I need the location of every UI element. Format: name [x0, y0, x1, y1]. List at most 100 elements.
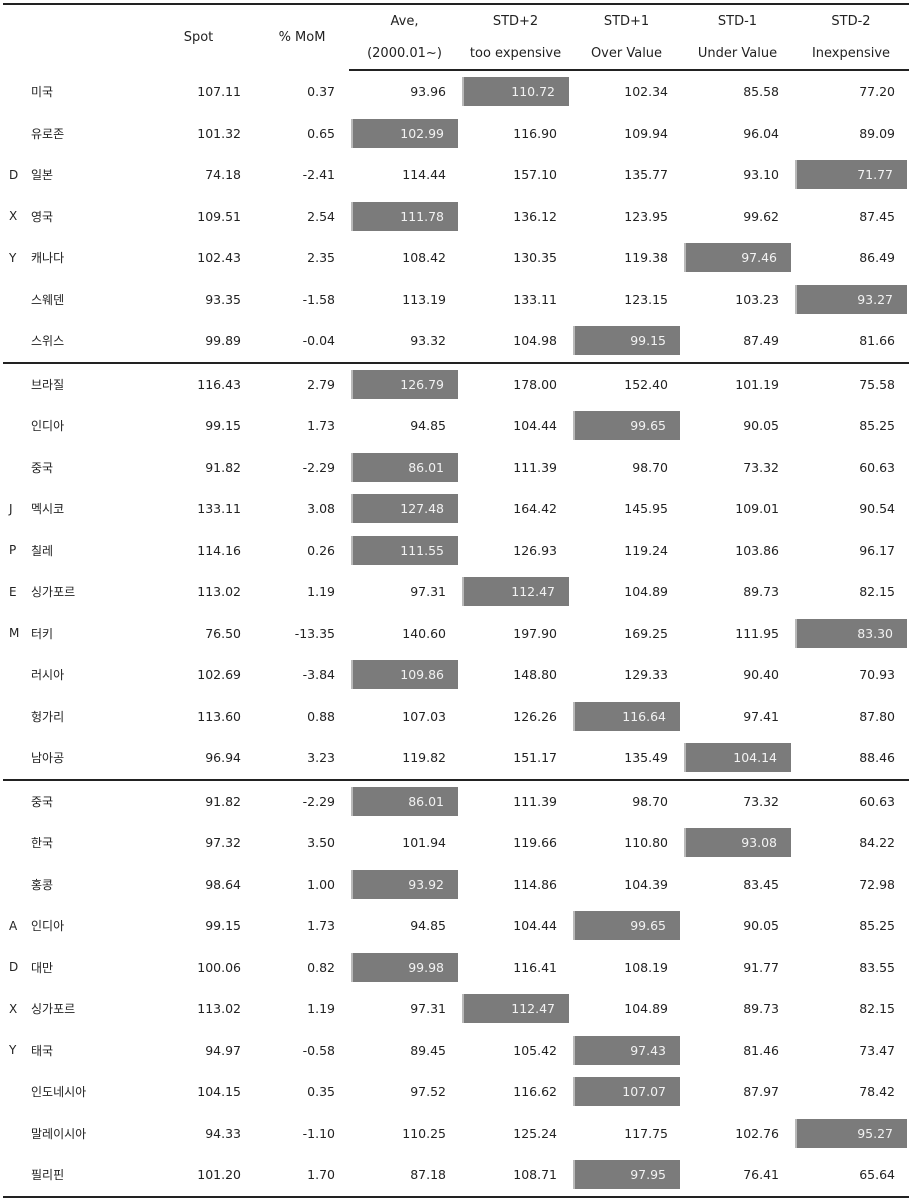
- cell-s2: 111.39: [460, 778, 571, 822]
- country-name: 캐나다: [31, 251, 65, 266]
- country-name: 한국: [31, 836, 54, 851]
- cell-s2: 104.44: [513, 418, 557, 434]
- country-name: 말레이시아: [31, 1126, 87, 1141]
- cell-mom: -2.29: [255, 778, 349, 822]
- country-name: 중국: [27, 778, 142, 822]
- country-name: 인디아: [31, 919, 65, 934]
- cell-m2: 70.93: [859, 667, 895, 683]
- cell-spot: 91.82: [205, 459, 241, 475]
- cell-m1-highlighted: 104.14: [682, 737, 793, 780]
- country-name: 브라질: [27, 361, 142, 405]
- group-letter: [3, 864, 27, 906]
- country-name: 스웨덴: [31, 292, 65, 307]
- table-row: 홍콩 98.64 1.00 93.92 114.86 104.39 83.45 72.98: [3, 864, 909, 906]
- cell-s1: 119.38: [624, 250, 668, 266]
- cell-mom: 2.79: [255, 361, 349, 405]
- cell-m1: 89.73: [743, 584, 779, 600]
- cell-spot: 114.16: [197, 542, 241, 558]
- cell-m2: 81.66: [859, 333, 895, 349]
- cell-s1: 135.49: [624, 750, 668, 766]
- group-letter: [3, 822, 27, 864]
- cell-s2: 197.90: [513, 625, 557, 641]
- cell-mom: 1.70: [255, 1154, 349, 1198]
- cell-mom: 1.73: [307, 918, 335, 934]
- table-row: A 인디아 99.15 1.73 94.85 104.44 99.65 90.05 85.25: [3, 905, 909, 947]
- cell-s2: 111.39: [513, 459, 557, 475]
- header-ave-line1: Ave,: [349, 3, 460, 37]
- cell-spot: 102.69: [197, 667, 241, 683]
- cell-m1: 81.46: [743, 1042, 779, 1058]
- cell-mom: -13.35: [294, 625, 335, 641]
- cell-ave: 101.94: [402, 835, 446, 851]
- cell-m2: 72.98: [859, 876, 895, 892]
- table-row: 러시아 102.69 -3.84 109.86 148.80 129.33 90.40 70.…: [3, 654, 909, 696]
- cell-spot: 91.82: [142, 778, 255, 822]
- cell-spot: 100.06: [197, 959, 241, 975]
- cell-s2-highlighted: 112.47: [460, 571, 571, 613]
- cell-mom: 3.08: [307, 501, 335, 517]
- cell-s2: 136.12: [513, 208, 557, 224]
- valuation-table: Spot % MoM Ave, STD+2 STD+1 STD-1 STD-2 …: [3, 3, 909, 1198]
- cell-s2: 157.10: [513, 167, 557, 183]
- cell-m2: 82.15: [859, 1001, 895, 1017]
- cell-ave-highlighted: 127.48: [349, 488, 460, 530]
- cell-m2: 60.63: [793, 778, 909, 822]
- cell-ave: 89.45: [410, 1042, 446, 1058]
- cell-m2: 75.58: [793, 361, 909, 405]
- cell-mom: -0.04: [302, 333, 335, 349]
- cell-s2: 148.80: [513, 667, 557, 683]
- cell-mom: 1.19: [307, 1001, 335, 1017]
- cell-ave: 87.18: [349, 1154, 460, 1198]
- header-std-m1-line2: Under Value: [682, 37, 793, 71]
- cell-ave: 93.32: [410, 333, 446, 349]
- group-letter: Y: [9, 250, 17, 265]
- group-letter: D: [9, 167, 19, 182]
- cell-mom: -3.84: [302, 667, 335, 683]
- country-name: 태국: [31, 1043, 54, 1058]
- cell-spot: 76.50: [205, 625, 241, 641]
- cell-s1: 98.70: [632, 459, 668, 475]
- group-letter: [3, 70, 27, 113]
- cell-m2: 87.45: [859, 208, 895, 224]
- header-blank: [3, 3, 142, 70]
- cell-m2: 84.22: [859, 835, 895, 851]
- cell-m1: 89.73: [743, 1001, 779, 1017]
- cell-ave: 110.25: [402, 1125, 446, 1141]
- group-letter: [3, 778, 27, 822]
- cell-s1: 102.34: [624, 84, 668, 100]
- cell-s2: 164.42: [513, 501, 557, 517]
- table-row: 미국 107.11 0.37 93.96 110.72 102.34 85.58 77.20: [3, 70, 909, 113]
- cell-m2-highlighted: 93.27: [793, 279, 909, 321]
- cell-mom: 2.35: [307, 250, 335, 266]
- cell-mom: -2.41: [302, 167, 335, 183]
- cell-mom: -0.58: [302, 1042, 335, 1058]
- cell-s1: 123.95: [624, 208, 668, 224]
- cell-s1: 152.40: [571, 361, 682, 405]
- table-row: 브라질 116.43 2.79 126.79 178.00 152.40 101.19 75.…: [3, 361, 909, 405]
- cell-mom: 0.82: [307, 959, 335, 975]
- cell-m1: 103.86: [735, 542, 779, 558]
- cell-ave: 107.03: [402, 708, 446, 724]
- header-std-p1-line2: Over Value: [571, 37, 682, 71]
- cell-spot: 99.89: [205, 333, 241, 349]
- country-name: 유로존: [31, 126, 65, 141]
- cell-m1: 90.05: [743, 918, 779, 934]
- group-letter: A: [9, 918, 18, 933]
- cell-s1: 109.94: [624, 125, 668, 141]
- header-std-m2-line2: Inexpensive: [793, 37, 909, 71]
- cell-m1: 87.97: [743, 1084, 779, 1100]
- table-row: 유로존 101.32 0.65 102.99 116.90 109.94 96.04 89.0…: [3, 113, 909, 155]
- group-letter: X: [9, 1001, 18, 1016]
- cell-s2: 178.00: [460, 361, 571, 405]
- cell-s2: 119.66: [513, 835, 557, 851]
- cell-s2-highlighted: 110.72: [460, 70, 571, 113]
- cell-m1: 99.62: [743, 208, 779, 224]
- table-row: 필리핀 101.20 1.70 87.18 108.71 97.95 76.41 65.64: [3, 1154, 909, 1198]
- table-row: 중국 91.82 -2.29 86.01 111.39 98.70 73.32 60.63: [3, 447, 909, 489]
- cell-m2: 73.47: [859, 1042, 895, 1058]
- country-name: 칠레: [31, 543, 54, 558]
- table-row: D 대만 100.06 0.82 99.98 116.41 108.19 91.77 83.55: [3, 947, 909, 989]
- cell-mom: -1.58: [302, 291, 335, 307]
- cell-spot: 101.32: [197, 125, 241, 141]
- cell-s2: 104.44: [513, 918, 557, 934]
